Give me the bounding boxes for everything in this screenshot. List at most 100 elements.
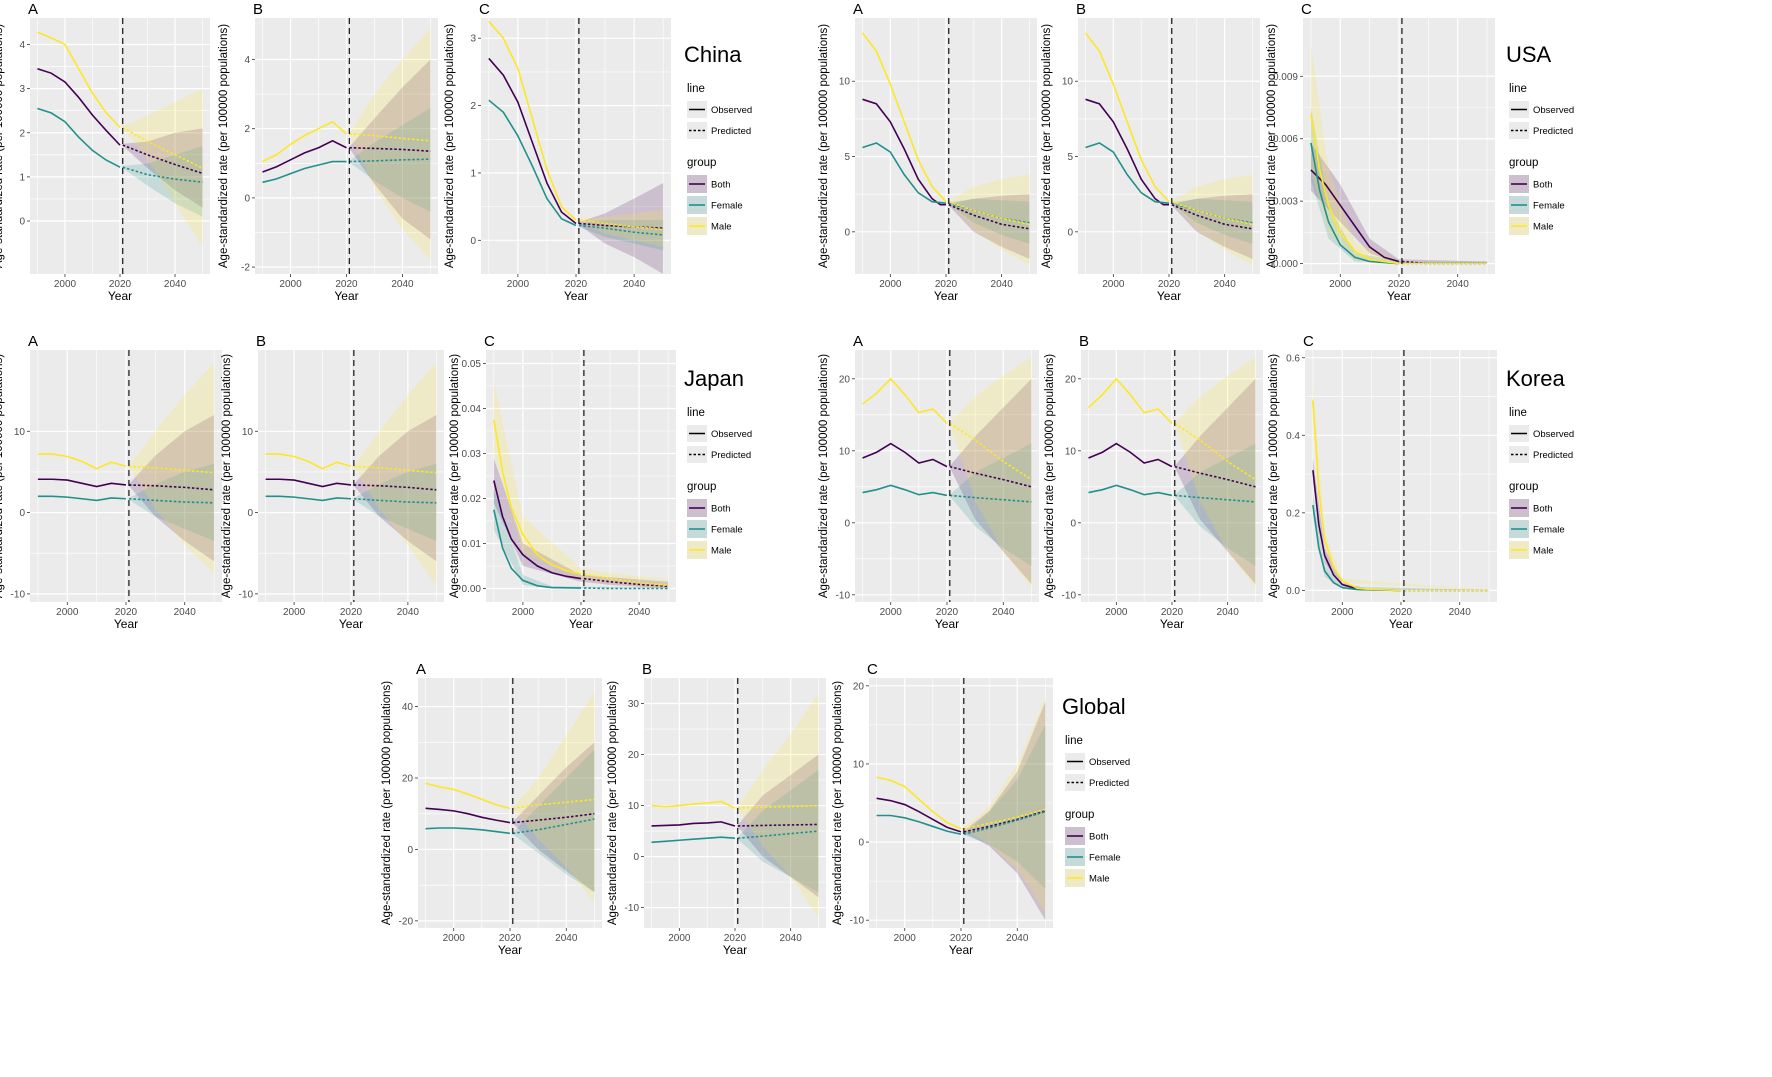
country-title: Global <box>1062 694 1126 719</box>
legend-key-bg <box>1509 122 1529 139</box>
y-tick-label: 10 <box>628 801 640 812</box>
x-tick-label: 2000 <box>1331 607 1354 618</box>
predicted-line-male <box>512 798 595 810</box>
x-axis-title: Year <box>108 289 132 303</box>
x-tick-label: 2020 <box>1388 279 1411 290</box>
y-tick-label: 10 <box>242 427 254 438</box>
observed-line-female <box>876 814 962 836</box>
observed-line-female <box>651 836 736 844</box>
legend-label-observed: Observed <box>1089 757 1130 768</box>
observed-line-both <box>488 57 577 225</box>
y-tick-label: 0.01 <box>462 539 482 550</box>
x-tick-label: 2040 <box>391 279 414 290</box>
x-tick-label: 2020 <box>565 279 588 290</box>
country-title: USA <box>1506 42 1552 67</box>
ci-band-female <box>512 749 595 893</box>
panel-china-a: 2000 2020 2040 0 1 2 3 4 Year Age-standardized ra… <box>0 1 210 303</box>
y-tick-label: 0.0 <box>1286 586 1300 597</box>
y-tick-label: 0.02 <box>462 494 482 505</box>
x-tick-label: 2040 <box>1217 607 1240 618</box>
panel-label: B <box>253 1 263 18</box>
y-tick-label: -10 <box>1062 590 1077 601</box>
legend-label-both: Both <box>1533 180 1553 191</box>
x-tick-label: 2020 <box>935 279 958 290</box>
y-axis-title: Age-standardized rate (per 100000 popula… <box>221 354 233 598</box>
ci-band-both <box>353 415 437 562</box>
ci-band-both <box>1171 194 1253 259</box>
y-tick-label: 10 <box>1065 446 1077 457</box>
x-tick-label: 2000 <box>668 933 691 944</box>
y-tick-label: 1 <box>470 168 476 179</box>
legend-label-female: Female <box>1089 853 1121 864</box>
observed-line-female <box>265 495 352 502</box>
ci-band-male <box>512 692 595 903</box>
y-tick-label: 0.003 <box>1273 197 1298 208</box>
y-tick-label: 0.4 <box>1286 431 1300 442</box>
observed-line-male <box>1087 377 1173 424</box>
predicted-line-male <box>949 422 1032 481</box>
predicted-line-both <box>128 484 215 491</box>
y-tick-label: 0 <box>858 838 864 849</box>
y-tick-label: 40 <box>402 702 414 713</box>
y-tick-label: 0 <box>1070 518 1076 529</box>
observed-line-both <box>493 480 582 580</box>
y-tick-label: 4 <box>19 40 25 51</box>
x-tick-label: 2000 <box>54 279 77 290</box>
predicted-line-both <box>122 144 203 175</box>
legend-group-title: group <box>687 481 716 493</box>
y-tick-label: -10 <box>625 903 640 914</box>
legend-line-title: line <box>1509 83 1527 95</box>
x-tick-label: 2040 <box>992 607 1015 618</box>
x-tick-label: 2040 <box>1006 933 1029 944</box>
y-tick-label: 10 <box>1062 77 1074 88</box>
plot-area <box>488 20 664 274</box>
x-axis-title: Year <box>498 943 522 957</box>
legend-label-observed: Observed <box>1533 429 1574 440</box>
predicted-line-both <box>963 810 1046 833</box>
x-tick-label: 2020 <box>109 279 132 290</box>
x-axis-title: Year <box>1157 289 1181 303</box>
y-tick-label: 0 <box>247 508 253 519</box>
x-tick-label: 2020 <box>115 607 138 618</box>
y-axis-title: Age-standardized rate (per 100000 popula… <box>0 354 5 598</box>
legend-label-female: Female <box>1533 201 1565 212</box>
legend-label-male: Male <box>711 222 732 233</box>
ci-band-both <box>122 128 203 208</box>
x-tick-label: 2040 <box>991 279 1014 290</box>
observed-line-male <box>876 776 962 830</box>
x-tick-label: 2040 <box>397 607 420 618</box>
panel-label: C <box>484 333 495 350</box>
panel-usa-c: 2000 2020 2040 0.000 0.003 0.006 0.009 Year Age-… <box>1266 1 1495 303</box>
x-tick-label: 2000 <box>879 279 902 290</box>
observed-line-both <box>651 821 736 827</box>
x-tick-label: 2040 <box>1447 279 1470 290</box>
y-tick-label: 30 <box>628 699 640 710</box>
observed-line-male <box>37 453 127 470</box>
panel-usa-a: 2000 2020 2040 0 5 10 Year Age-standardized rat… <box>818 1 1037 303</box>
observed-line-female <box>493 509 582 589</box>
y-tick-label: 5 <box>1067 152 1073 163</box>
observed-line-female <box>1310 142 1400 265</box>
predicted-line-both <box>1174 465 1256 488</box>
y-tick-label: 20 <box>839 374 851 385</box>
observed-line-male <box>425 782 511 810</box>
y-tick-label: -20 <box>399 916 414 927</box>
predicted-line-male <box>1174 422 1256 481</box>
y-tick-label: -2 <box>241 263 250 274</box>
panel-china-c: 2000 2020 2040 0 1 2 3 Year Age-standardized rat… <box>444 1 671 303</box>
observed-line-both <box>1085 98 1169 206</box>
ci-band-female <box>963 724 1046 889</box>
x-tick-label: 2040 <box>623 279 646 290</box>
observed-line-male <box>37 31 121 129</box>
observed-line-both <box>425 807 511 824</box>
panel-korea-c: 2000 2020 2040 0.0 0.2 0.4 0.6 Year Age-standard… <box>1268 333 1497 631</box>
y-tick-label: 0.04 <box>462 404 482 415</box>
plot-area <box>861 32 1030 265</box>
ci-band-both <box>948 194 1030 259</box>
ci-band-both <box>578 183 664 274</box>
legend-key-bg <box>1509 446 1529 463</box>
legend-japan: Japan line Observed Predicted group Both Femal… <box>684 366 752 559</box>
y-tick-label: 20 <box>1065 374 1077 385</box>
x-axis-title: Year <box>114 617 138 631</box>
